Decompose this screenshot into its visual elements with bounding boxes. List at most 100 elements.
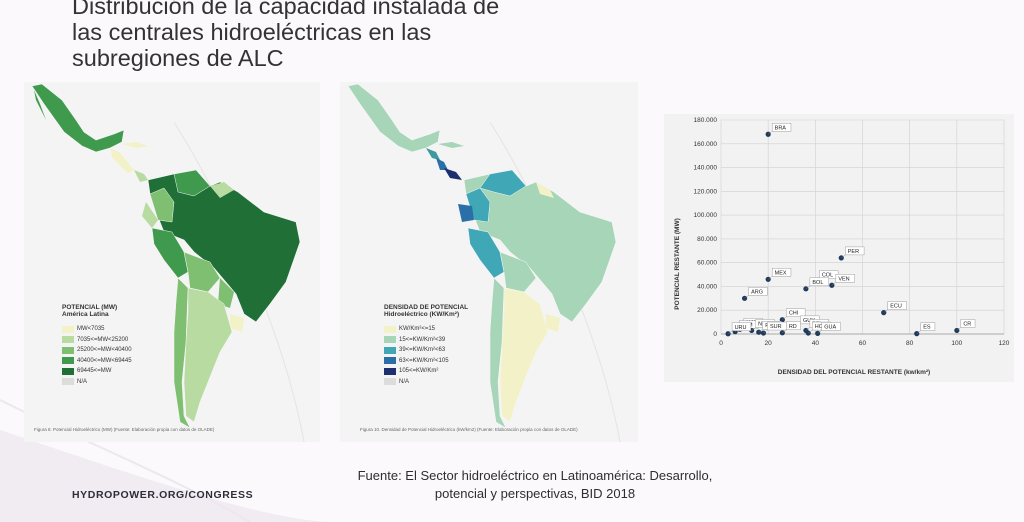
source-line: Fuente: El Sector hidroeléctrico en Lati… — [357, 468, 713, 483]
point-label: URU — [735, 325, 747, 331]
chart-points: BRAPERMEXCOLVENBOLARGECUHAIJAMNICCHIGUYB… — [725, 123, 976, 337]
point-label-leader — [763, 329, 768, 334]
y-tick-label: 160.000 — [694, 141, 718, 148]
data-point — [779, 330, 785, 336]
latin-america-potential-map — [31, 83, 305, 443]
legend-subtitle: América Latina — [62, 311, 109, 318]
data-point — [829, 282, 835, 288]
x-tick-label: 120 — [999, 340, 1010, 347]
point-label-leader — [831, 282, 836, 286]
point-label-box — [771, 268, 792, 277]
point-label-box — [960, 319, 976, 328]
point-label-leader — [805, 327, 811, 331]
point-label: GUA — [824, 324, 836, 330]
legend-item: 39<=KW/Km²<63 — [384, 345, 468, 356]
point-label: SUR — [770, 324, 782, 330]
legend-item: 40400<=MW<69445 — [62, 356, 132, 367]
footer-url[interactable]: HYDROPOWER.ORG/CONGRESS — [72, 489, 254, 501]
point-label-leader — [768, 276, 773, 280]
point-label-box — [748, 287, 768, 296]
scatter-chart: 0 20.000 40.000 60.000 80.000 100.000 120.000 1… — [674, 117, 1010, 376]
point-label-box — [771, 123, 792, 132]
latin-america-density-map — [347, 83, 621, 443]
point-label-leader — [808, 329, 813, 334]
slide-title: Distribución de la capacidad instalada d… — [72, 0, 572, 71]
y-tick-label: 180.000 — [694, 117, 718, 124]
map-legend: DENSIDAD DE POTENCIAL Hidroeléctrico (KW… — [384, 304, 468, 387]
legend-item: 105<=KW/Km² — [384, 366, 468, 377]
x-axis-ticks: 0 20 40 60 80 100 120 — [719, 340, 1010, 347]
data-point — [765, 131, 771, 137]
point-label: HON — [815, 324, 827, 330]
point-label-leader — [768, 131, 773, 135]
point-label-leader — [883, 309, 888, 313]
legend-item: 15<=KW/Km²<39 — [384, 335, 468, 346]
title-line: las centrales hidroeléctricas en las — [72, 19, 432, 45]
legend-item: N/A — [62, 377, 132, 388]
point-label-box — [786, 308, 806, 317]
point-label-box — [887, 301, 907, 310]
x-tick-label: 40 — [812, 340, 820, 347]
y-tick-label: 20.000 — [697, 307, 717, 314]
scatter-chart-panel: 0 20.000 40.000 60.000 80.000 100.000 120.000 1… — [664, 114, 1014, 382]
x-tick-label: 80 — [906, 340, 914, 347]
point-label-leader — [782, 316, 787, 320]
data-point — [725, 331, 731, 337]
data-point — [815, 330, 821, 337]
y-tick-label: 140.000 — [694, 165, 718, 172]
title-line: subregiones de ALC — [72, 45, 284, 71]
point-label: COL — [822, 273, 833, 279]
point-label-leader — [751, 327, 756, 331]
point-label-box — [821, 322, 841, 331]
point-label: BOL — [812, 280, 823, 286]
point-label-leader — [727, 330, 733, 334]
point-label: RD — [789, 324, 797, 330]
data-point — [805, 330, 811, 336]
point-label-box — [835, 274, 855, 283]
legend-item: MW<7035 — [62, 324, 132, 335]
legend-item: 63<=KW/Km²<105 — [384, 356, 468, 367]
y-axis-label: POTENCIAL RESTANTE (MW) — [674, 218, 681, 309]
point-label-leader — [805, 285, 811, 289]
point-label-box — [809, 277, 829, 287]
y-tick-label: 40.000 — [697, 283, 717, 290]
data-point — [881, 310, 887, 316]
potential-map-panel: POTENCIAL (MW) América Latina MW<7035 70… — [24, 82, 320, 443]
title-line: Distribución de la capacidad instalada d… — [72, 0, 500, 19]
density-map-panel: DENSIDAD DE POTENCIAL Hidroeléctrico (KW… — [340, 82, 638, 443]
legend-title: POTENCIAL (MW) — [62, 304, 118, 311]
x-tick-label: 100 — [951, 340, 962, 347]
x-tick-label: 60 — [859, 340, 867, 347]
point-label-leader — [841, 254, 846, 259]
x-axis-label: DENSIDAD DEL POTENCIAL RESTANTE (kw/km²) — [778, 369, 930, 376]
legend-title: DENSIDAD DE POTENCIAL — [384, 304, 469, 311]
legend-item: KW/Km²<=15 — [384, 324, 468, 335]
point-label: ES — [923, 325, 931, 331]
point-label-leader — [956, 327, 961, 331]
point-label: CHI — [789, 311, 799, 317]
legend-item: N/A — [384, 377, 468, 388]
point-label-leader — [758, 329, 763, 333]
point-label-box — [845, 246, 865, 256]
point-label-box — [786, 321, 801, 331]
source-citation: Fuente: El Sector hidroeléctrico en Lati… — [329, 467, 741, 503]
point-label-leader — [916, 330, 921, 334]
legend-subtitle: Hidroeléctrico (KW/Km²) — [384, 311, 460, 318]
point-label: BRA — [775, 125, 787, 131]
y-axis-ticks: 0 20.000 40.000 60.000 80.000 100.000 120.000 1… — [694, 117, 718, 338]
point-label: MEX — [775, 270, 787, 276]
point-label-box — [731, 322, 752, 331]
legend-item: 25200<=MW<40400 — [62, 345, 132, 356]
point-label: GUY — [803, 318, 815, 324]
point-label: VEN — [838, 276, 849, 282]
point-label: ARG — [751, 289, 763, 295]
map-legend: POTENCIAL (MW) América Latina MW<7035 70… — [62, 304, 132, 387]
x-tick-label: 0 — [719, 340, 723, 347]
y-tick-label: 100.000 — [694, 212, 718, 219]
point-label-leader — [744, 295, 749, 299]
data-point — [765, 276, 771, 282]
legend-item: 7035<=MW<25200 — [62, 335, 132, 346]
point-label-leader — [817, 330, 822, 334]
y-tick-label: 120.000 — [694, 188, 718, 195]
data-point — [760, 330, 767, 336]
